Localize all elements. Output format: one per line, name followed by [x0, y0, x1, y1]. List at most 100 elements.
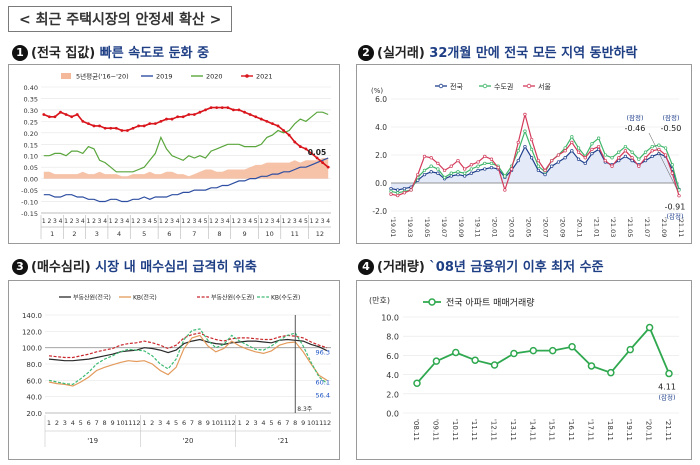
legend-label: 서울 [538, 82, 551, 91]
panel-lead-3: (매수심리) [31, 260, 91, 275]
x-month-label: 4 [117, 230, 121, 238]
chart-weekly-price: 0.40 0.35 0.30 0.25 0.20 0.15 0.10 0.05 0.00 -0.0… [8, 64, 340, 244]
data-point [570, 140, 574, 145]
y-tick-label: -0.05 [21, 187, 38, 195]
data-point-2021 [276, 124, 280, 128]
x-month-label: 8 [103, 419, 107, 427]
x-week-label: 3 [271, 218, 275, 225]
data-point-2021 [181, 115, 185, 119]
x-month-label: 2 [55, 419, 59, 427]
x-month-label: 1 [50, 230, 54, 238]
data-point [536, 168, 540, 173]
x-week-label: 3 [243, 218, 247, 225]
data-point [650, 154, 654, 159]
data-point [469, 171, 474, 175]
legend-label: 부동산원(수도권) [211, 294, 254, 302]
data-point [463, 174, 467, 178]
x-week-label: 1 [310, 218, 314, 225]
data-point [402, 191, 407, 195]
x-year-label: '19 [87, 437, 98, 445]
x-tick-label: '12.11 [490, 419, 498, 441]
data-point-2021 [248, 113, 252, 116]
data-point [570, 149, 574, 153]
data-point [523, 129, 527, 133]
data-point [670, 163, 674, 167]
x-week-label: 4 [176, 218, 180, 225]
data-point [503, 188, 507, 192]
x-week-label: 5 [153, 218, 157, 225]
data-point [576, 150, 581, 154]
x-month-label: 4 [71, 419, 75, 427]
data-point-volume [607, 368, 615, 377]
data-point [389, 186, 393, 191]
data-point-volume [413, 379, 421, 387]
y-tick-label: 8.0 [386, 333, 399, 342]
x-week-label: 1 [131, 218, 135, 225]
x-month-label: 7 [95, 419, 99, 427]
data-point-2021 [98, 124, 101, 128]
data-point [429, 156, 433, 160]
data-point-2021 [326, 165, 330, 169]
data-point [516, 158, 520, 163]
data-point [476, 164, 480, 168]
data-point [442, 168, 447, 173]
data-point [643, 150, 648, 154]
x-month-label: 2 [72, 230, 76, 238]
data-point [503, 174, 507, 178]
x-week-label: 1 [231, 218, 235, 225]
x-tick-label: '11.11 [470, 419, 478, 441]
data-point [476, 168, 480, 173]
x-week-label: 4 [81, 218, 85, 225]
x-month-label: 6 [277, 419, 281, 427]
data-point-2021 [298, 145, 302, 148]
x-week-label: 1 [181, 218, 185, 225]
x-tick-label: '21.07 [643, 217, 651, 237]
data-point-2021 [103, 126, 107, 130]
annotation-kb-nation: 60.1 [316, 378, 330, 386]
y-tick-label: -0.15 [21, 210, 38, 218]
y-tick-label: 0.0 [386, 410, 399, 419]
data-point [516, 149, 520, 153]
x-month-label: 9 [110, 419, 114, 427]
data-point [550, 158, 554, 163]
x-month-label: 8 [217, 230, 221, 238]
x-month-label: 9 [206, 419, 210, 427]
y-tick-label: 0.15 [24, 141, 38, 149]
data-point [536, 158, 540, 163]
y-tick-label: 0.20 [24, 130, 38, 138]
y-tick-label: 120.0 [22, 328, 42, 336]
data-point [630, 150, 634, 154]
data-point [416, 172, 420, 177]
chart-buying-sentiment: 140.0 120.0 100.0 80.0 60.0 40.0 20.0 8.3주 96.3 6… [8, 280, 340, 460]
chart-transaction-volume: 10.0 8.0 6.0 4.0 2.0 0.0 (만호) '08.11 '09.11 '10.1… [356, 280, 692, 460]
panel-number-2: 2 [358, 45, 374, 61]
x-month-label: 10 [266, 230, 274, 238]
y-tick-label: -2.0 [372, 207, 387, 216]
series-line-kb-capital [48, 328, 328, 386]
data-point [489, 165, 494, 170]
x-week-label: 3 [98, 218, 102, 225]
y-tick-label: 40.0 [26, 394, 42, 402]
x-week-label: 3 [220, 218, 224, 225]
data-point-2021 [170, 117, 174, 121]
data-point [469, 163, 474, 167]
x-month-label: 3 [95, 230, 99, 238]
x-month-label: 1 [238, 419, 242, 427]
data-point [670, 171, 674, 175]
x-month-label: 5 [174, 419, 178, 427]
data-point [429, 164, 433, 168]
annotation-prelim: (잠정) [658, 393, 675, 402]
data-point-volume [626, 345, 634, 354]
x-tick-label: '09.11 [431, 419, 439, 441]
x-week-label: 2 [70, 218, 74, 225]
data-point-2021 [321, 161, 325, 164]
data-point-2021 [259, 117, 263, 121]
y-tick-label: 0.25 [24, 118, 38, 126]
x-tick-label: '21.11 [664, 419, 672, 441]
data-point-2021 [287, 133, 291, 137]
x-tick-label: '20.01 [491, 217, 499, 237]
y-tick-label: 4.0 [375, 123, 387, 132]
data-point-2021 [310, 152, 313, 155]
data-point [456, 158, 460, 163]
data-point [583, 156, 587, 160]
